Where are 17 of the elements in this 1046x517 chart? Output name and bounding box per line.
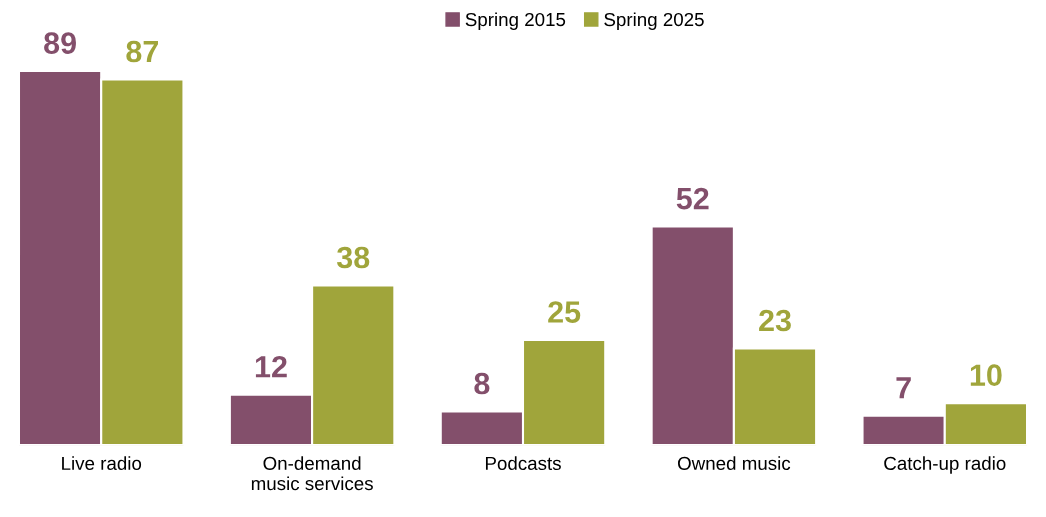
data-label: 23 <box>759 309 791 332</box>
legend-label: Spring 2015 <box>465 12 566 30</box>
data-label: 8 <box>474 372 490 395</box>
x-tick-label: Live radio <box>62 456 142 471</box>
data-label: 25 <box>548 301 581 323</box>
data-label: 89 <box>44 32 76 54</box>
data-label: 12 <box>255 355 287 378</box>
x-tick-label: Podcasts <box>485 456 561 471</box>
data-label: 10 <box>970 364 1002 386</box>
legend-label: Spring 2025 <box>604 12 704 30</box>
data-label: 52 <box>676 187 709 210</box>
data-label: 87 <box>126 40 158 63</box>
x-tick-label: On-demand music services <box>251 456 373 491</box>
data-label: 7 <box>896 377 911 399</box>
x-tick-label: Owned music <box>677 456 791 471</box>
data-label: 38 <box>336 246 370 269</box>
x-tick-label: Catch-up radio <box>884 456 1006 474</box>
